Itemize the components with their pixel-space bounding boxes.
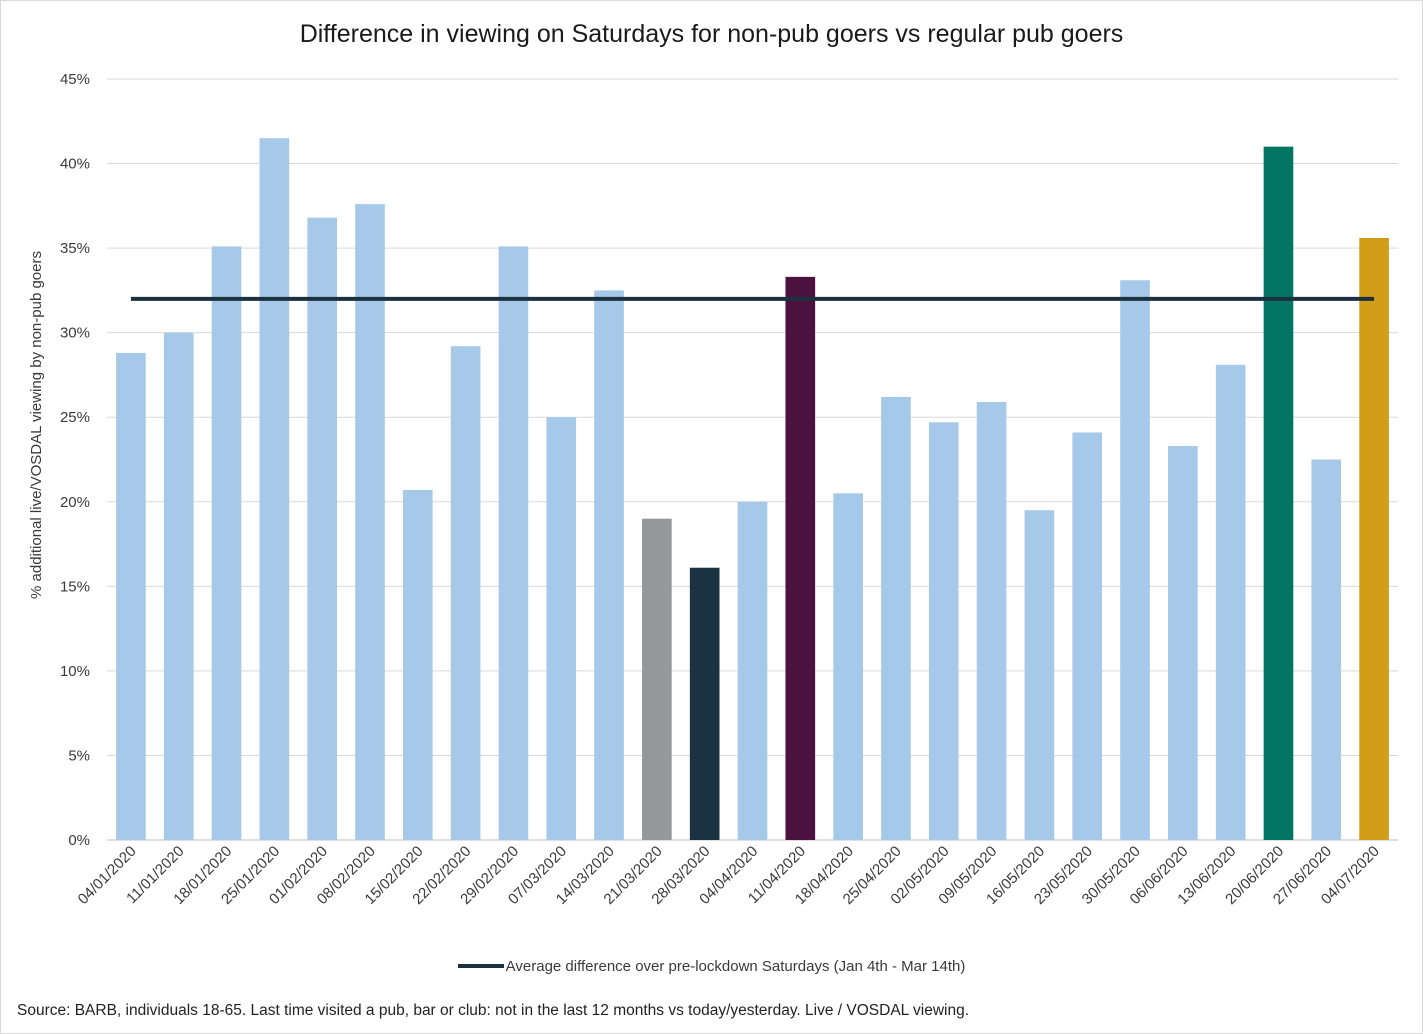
bar [1168, 445, 1198, 840]
y-tick-label: 25% [60, 409, 90, 426]
y-tick-label: 15% [60, 578, 90, 595]
bar [307, 217, 337, 840]
bar [355, 204, 385, 841]
bar [163, 332, 194, 840]
bar [737, 501, 768, 840]
y-tick-label: 0% [68, 832, 90, 849]
bar [546, 417, 577, 840]
bar [1311, 459, 1342, 840]
bar [689, 567, 720, 840]
y-tick-label: 40% [60, 156, 90, 173]
y-axis-ticks: 0% 5% 10% 15% 20% 25% 30% 35% 40% 45% [60, 71, 90, 849]
bar [1359, 237, 1389, 840]
y-tick-label: 30% [60, 325, 90, 342]
bar [642, 518, 672, 840]
legend: Average difference over pre-lockdown Sat… [0, 958, 1423, 975]
bar [785, 276, 816, 840]
y-tick-label: 10% [60, 663, 90, 680]
bar [1024, 510, 1055, 840]
legend-line-swatch [457, 964, 504, 969]
bar [833, 493, 863, 840]
bars [116, 138, 1389, 841]
bar [211, 246, 242, 841]
bar [594, 290, 624, 840]
legend-label: Average difference over pre-lockdown Sat… [505, 958, 966, 975]
bar [976, 402, 1007, 840]
bar [1072, 432, 1103, 840]
bar [881, 396, 911, 840]
y-tick-label: 45% [60, 71, 90, 88]
bar [450, 346, 481, 840]
y-tick-label: 20% [60, 494, 90, 511]
bar [1120, 280, 1150, 841]
bar [259, 138, 290, 840]
chart-title: Difference in viewing on Saturdays for n… [299, 20, 1124, 48]
bar [402, 489, 433, 840]
source-note: Source: BARB, individuals 18-65. Last ti… [17, 1002, 970, 1019]
x-axis-ticks: 04/01/202011/01/202018/01/202025/01/2020… [75, 843, 1383, 908]
bar [1215, 364, 1246, 840]
y-axis-label: % additional live/VOSDAL viewing by non-… [28, 251, 45, 599]
y-tick-label: 5% [68, 747, 90, 764]
bar [928, 422, 959, 840]
bar [116, 352, 146, 840]
y-tick-label: 35% [60, 240, 90, 257]
bar [1263, 146, 1294, 841]
bar [498, 246, 529, 841]
